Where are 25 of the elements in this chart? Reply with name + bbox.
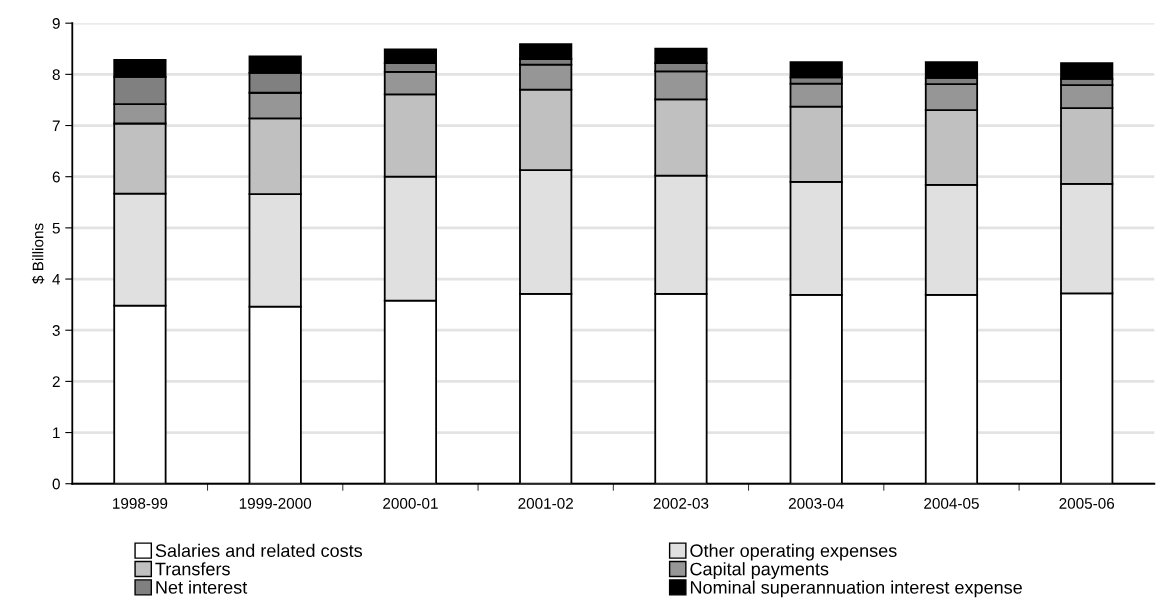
y-tick-label: 9 (52, 18, 60, 29)
x-tick-label: 2003-04 (788, 498, 844, 509)
x-tick-label: 2004-05 (924, 498, 979, 509)
legend-label: Other operating expenses (690, 543, 897, 561)
y-tick-label: 0 (52, 478, 60, 490)
y-tick-label: 8 (52, 69, 60, 81)
y-tick-label: 2 (52, 376, 60, 387)
x-tick-label: 2002-03 (653, 498, 709, 509)
legend-label: Salaries and related costs (155, 543, 363, 558)
x-tick-label: 2000-01 (383, 498, 438, 509)
x-tick-label: 1998-99 (113, 498, 168, 509)
x-tick-label: 1999-2000 (239, 498, 312, 509)
y-tick-label: 7 (52, 120, 60, 132)
y-axis-title: $ Billions (31, 223, 45, 284)
y-tick-label: 3 (52, 325, 60, 336)
legend-label: Transfers (155, 562, 230, 576)
legend-label: Capital payments (690, 562, 829, 579)
x-tick-label: 2005-06 (1059, 498, 1115, 509)
y-tick-label: 1 (53, 427, 60, 439)
x-tick-label: 2001-02 (518, 498, 573, 509)
legend-label: Nominal superannuation interest expense (690, 580, 1022, 598)
legend-label: Net interest (156, 580, 248, 594)
y-tick-label: 4 (52, 274, 61, 285)
y-tick-label: 5 (52, 222, 60, 234)
y-tick-label: 6 (52, 171, 60, 183)
